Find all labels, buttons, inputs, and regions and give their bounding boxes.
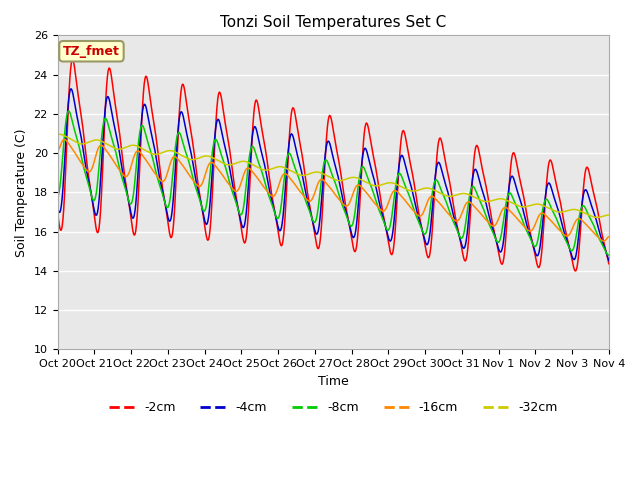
-8cm [401, 182, 409, 188]
-4cm [401, 160, 409, 166]
Y-axis label: Soil Temperature (C): Soil Temperature (C) [15, 128, 28, 257]
-2cm [54, 210, 61, 216]
-32cm [54, 131, 61, 137]
-2cm [63, 123, 71, 129]
-4cm [177, 109, 185, 115]
Line: -2cm: -2cm [58, 60, 609, 271]
-16cm [417, 213, 425, 219]
-16cm [177, 160, 185, 166]
-2cm [401, 132, 409, 137]
Line: -8cm: -8cm [58, 111, 609, 255]
Line: -32cm: -32cm [58, 134, 609, 217]
-16cm [600, 238, 607, 244]
-32cm [177, 152, 184, 157]
Legend: -2cm, -4cm, -8cm, -16cm, -32cm: -2cm, -4cm, -8cm, -16cm, -32cm [104, 396, 563, 420]
-16cm [206, 160, 214, 166]
-16cm [65, 140, 72, 146]
-8cm [605, 252, 612, 258]
-2cm [572, 268, 579, 274]
-16cm [61, 137, 68, 143]
-4cm [417, 223, 425, 229]
-4cm [605, 258, 612, 264]
-4cm [63, 110, 71, 116]
-2cm [206, 226, 214, 232]
Title: Tonzi Soil Temperatures Set C: Tonzi Soil Temperatures Set C [220, 15, 446, 30]
X-axis label: Time: Time [318, 374, 349, 387]
-2cm [605, 261, 612, 267]
-32cm [63, 134, 71, 140]
-16cm [121, 174, 129, 180]
Text: TZ_fmet: TZ_fmet [63, 45, 120, 58]
-32cm [605, 212, 612, 218]
Line: -4cm: -4cm [58, 89, 609, 261]
-16cm [54, 147, 61, 153]
-32cm [205, 154, 213, 159]
-4cm [54, 204, 61, 210]
-8cm [417, 225, 425, 230]
-2cm [121, 175, 129, 181]
-32cm [120, 145, 128, 151]
-4cm [67, 86, 75, 92]
-2cm [417, 221, 425, 227]
-4cm [121, 181, 129, 187]
Line: -16cm: -16cm [58, 140, 609, 241]
-8cm [206, 170, 214, 176]
-2cm [69, 57, 77, 63]
-8cm [177, 133, 185, 139]
-4cm [206, 199, 214, 205]
-16cm [401, 197, 409, 203]
-8cm [63, 110, 71, 116]
-32cm [417, 187, 424, 192]
-8cm [121, 184, 129, 190]
-32cm [400, 185, 408, 191]
-16cm [605, 234, 612, 240]
-8cm [65, 108, 73, 114]
-8cm [54, 194, 61, 200]
-2cm [177, 89, 185, 95]
-32cm [593, 215, 601, 220]
